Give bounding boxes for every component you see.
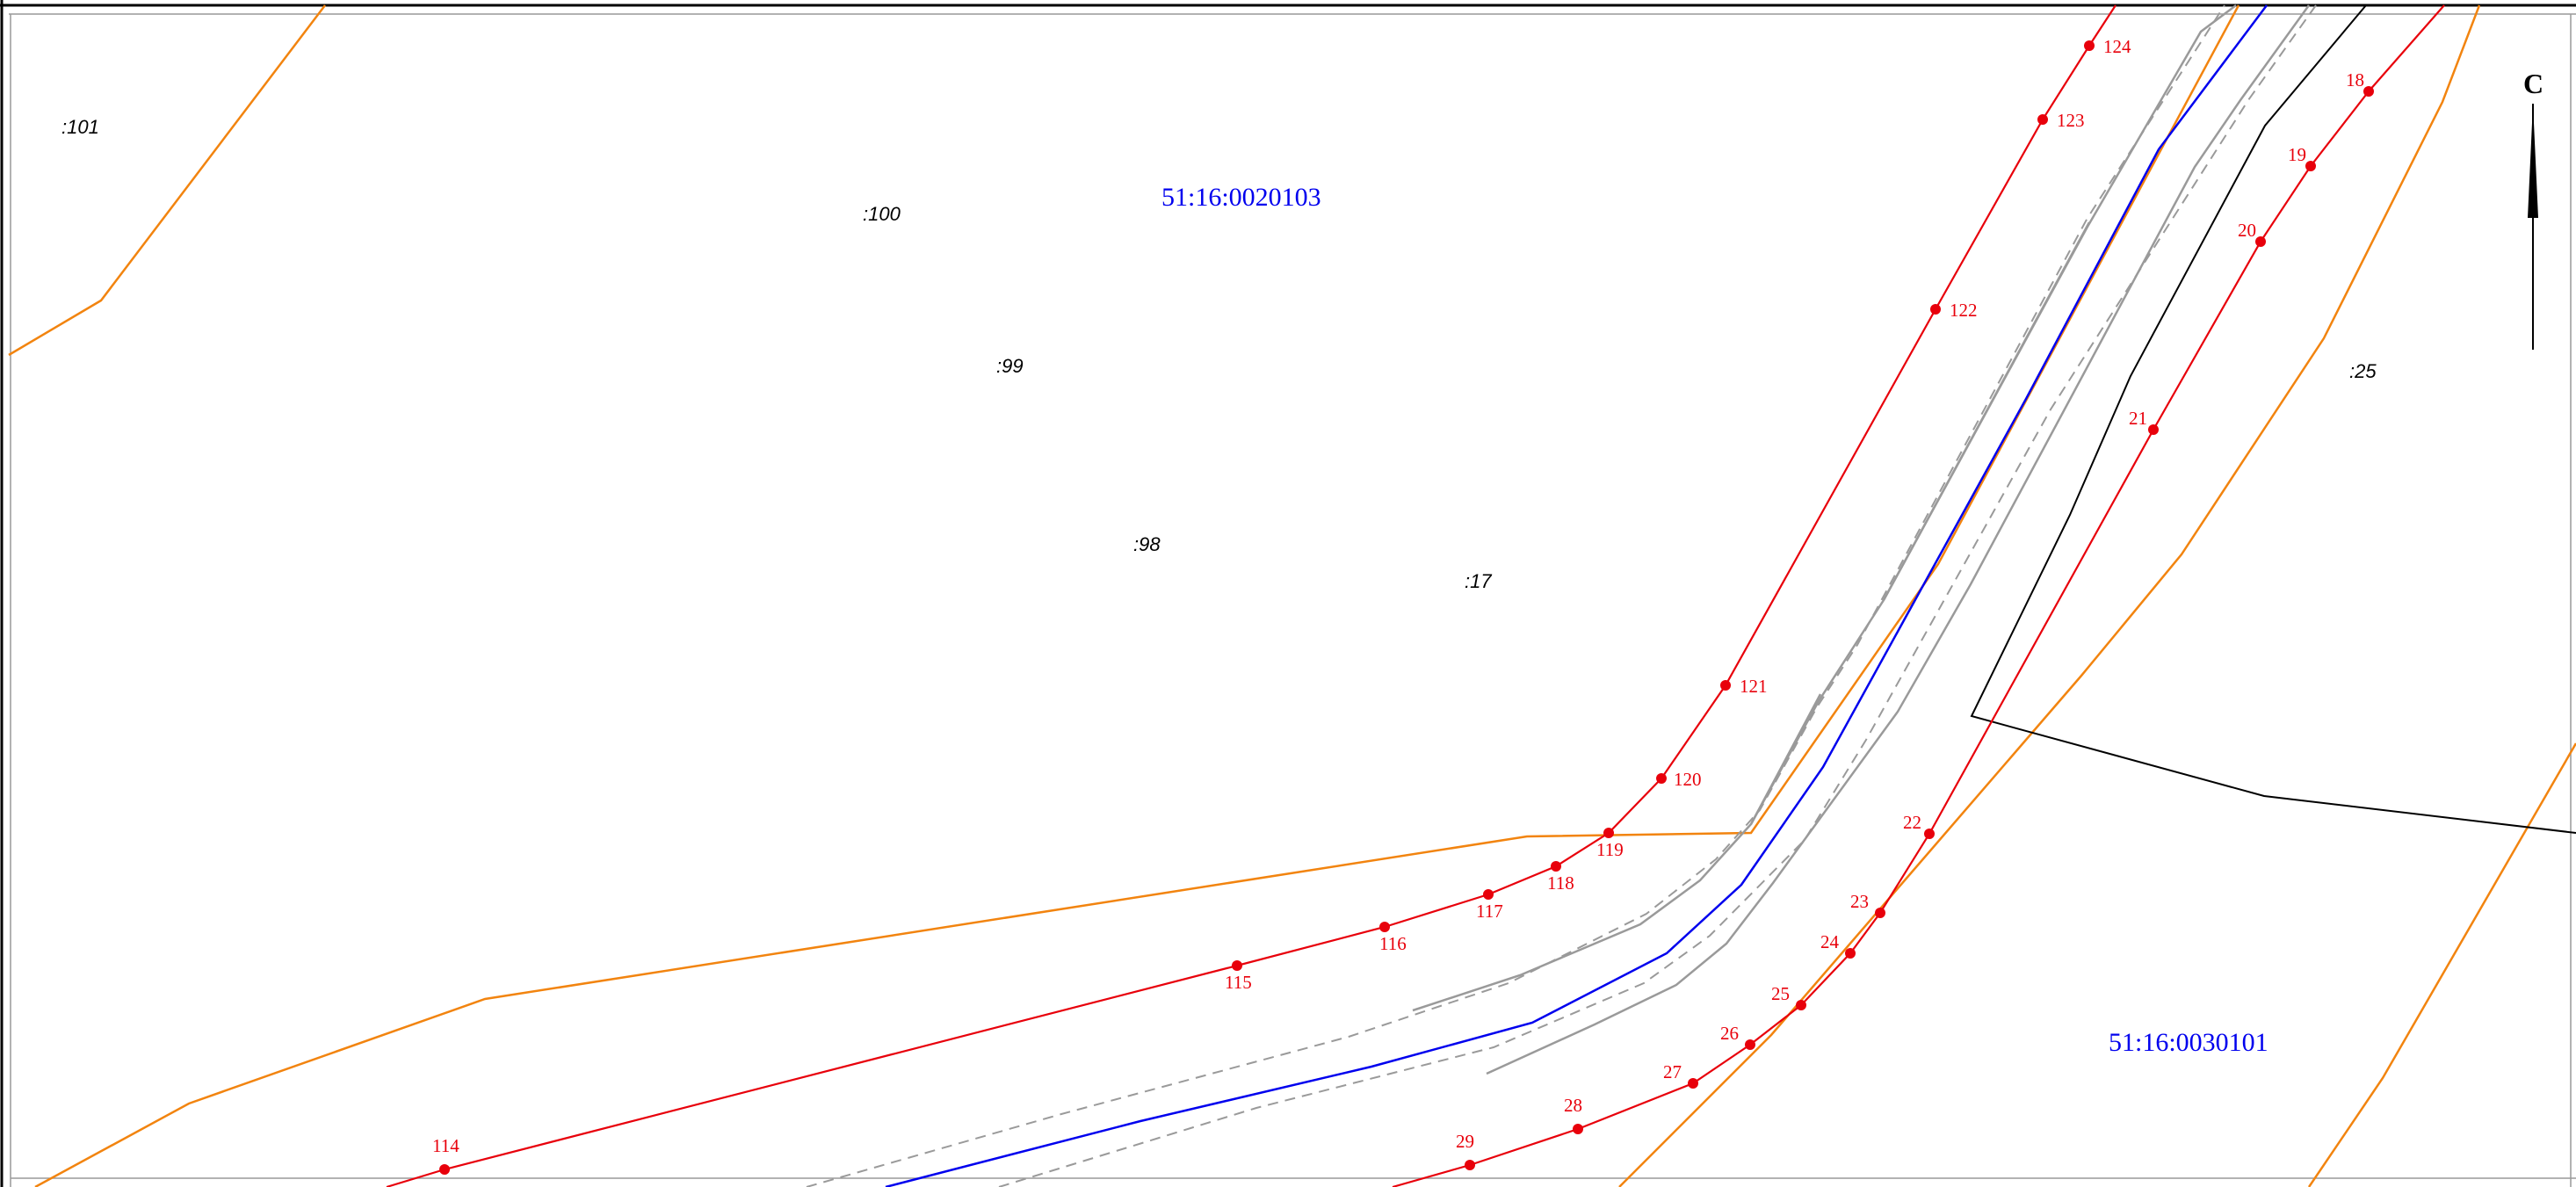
point-label-25: 25 (1771, 983, 1790, 1004)
point-label-19: 19 (2288, 144, 2306, 165)
point-label-29: 29 (1456, 1131, 1474, 1152)
point-label-118: 118 (1547, 872, 1574, 894)
boundary-point-120 (1656, 773, 1667, 784)
cadastral-line-parcel-25 (1970, 4, 2576, 834)
boundary-point-25 (1796, 1000, 1806, 1010)
zone-boundaries (8, 4, 2576, 1187)
point-label-119: 119 (1596, 839, 1624, 860)
block-label-north: 51:16:0020103 (1161, 183, 1321, 212)
point-label-20: 20 (2238, 220, 2256, 241)
parcel-label-101: :101 (62, 116, 99, 138)
road-dashed-right (998, 4, 2317, 1187)
road-dashed-edges (806, 4, 2317, 1187)
boundary-point-114 (439, 1164, 450, 1175)
north-arrow: С (2523, 68, 2543, 350)
road-edges (1412, 4, 2311, 1075)
boundary-point-29 (1465, 1160, 1475, 1170)
cadastral-lines (1970, 4, 2576, 834)
parcel-label-17: :17 (1465, 570, 1492, 592)
road-axis-line (885, 4, 2268, 1187)
boundary-point-116 (1379, 922, 1390, 932)
point-label-26: 26 (1720, 1023, 1739, 1044)
parcel-label-98: :98 (1133, 533, 1161, 555)
north-arrow-letter: С (2523, 68, 2543, 99)
boundary-point-21 (2148, 424, 2159, 435)
boundary-point-28 (1573, 1124, 1583, 1134)
boundary-point-18 (2363, 86, 2374, 97)
boundary-point-22 (1924, 829, 1935, 839)
point-labels: 114 115 116 117 118 119 120 121 122 123 124 18 19 20 2… (432, 36, 2364, 1156)
point-label-124: 124 (2103, 36, 2131, 57)
boundary-point-24 (1845, 948, 1856, 959)
point-label-114: 114 (432, 1135, 459, 1156)
boundary-point-19 (2305, 161, 2316, 171)
point-label-120: 120 (1674, 769, 1702, 790)
boundary-point-123 (2037, 114, 2048, 125)
parcel-label-25: :25 (2349, 360, 2377, 382)
point-label-22: 22 (1903, 812, 1921, 833)
point-label-23: 23 (1850, 891, 1869, 912)
boundary-point-122 (1930, 304, 1941, 315)
boundary-line-lower (1392, 4, 2445, 1187)
boundary-point-119 (1603, 828, 1614, 838)
boundary-point-23 (1875, 908, 1885, 918)
boundary-point-115 (1232, 960, 1242, 971)
road-dashed-left (806, 4, 2225, 1187)
boundary-points (439, 40, 2374, 1175)
point-label-18: 18 (2346, 69, 2364, 90)
point-label-123: 123 (2057, 110, 2085, 131)
point-label-28: 28 (1564, 1095, 1582, 1116)
north-arrow-head (2528, 104, 2538, 218)
zone-line-main (34, 4, 2240, 1187)
point-label-27: 27 (1663, 1061, 1682, 1082)
boundary-point-124 (2084, 40, 2095, 51)
point-label-117: 117 (1476, 901, 1503, 922)
zone-line-river-right (2307, 742, 2576, 1187)
boundary-point-121 (1720, 680, 1731, 691)
block-label-south: 51:16:0030101 (2109, 1028, 2268, 1057)
point-label-121: 121 (1740, 676, 1768, 697)
parcel-label-100: :100 (863, 203, 901, 225)
point-label-116: 116 (1379, 933, 1407, 954)
boundary-point-26 (1745, 1039, 1755, 1050)
road-edge-outer-right (1486, 4, 2311, 1075)
point-label-21: 21 (2129, 408, 2147, 429)
point-label-24: 24 (1820, 931, 1840, 952)
zone-line-river-left (1618, 4, 2481, 1187)
boundary-point-20 (2255, 236, 2266, 247)
point-label-115: 115 (1225, 972, 1252, 993)
road-axis (885, 4, 2268, 1187)
boundary-point-118 (1551, 861, 1561, 872)
point-label-122: 122 (1950, 300, 1978, 321)
zone-line-top-left (8, 4, 326, 357)
road-edge-short-left (1749, 693, 1822, 825)
boundary-point-27 (1688, 1078, 1698, 1089)
road-edge-short-right (1882, 221, 2091, 601)
parcel-label-99: :99 (996, 355, 1024, 377)
boundary-point-117 (1483, 889, 1494, 900)
